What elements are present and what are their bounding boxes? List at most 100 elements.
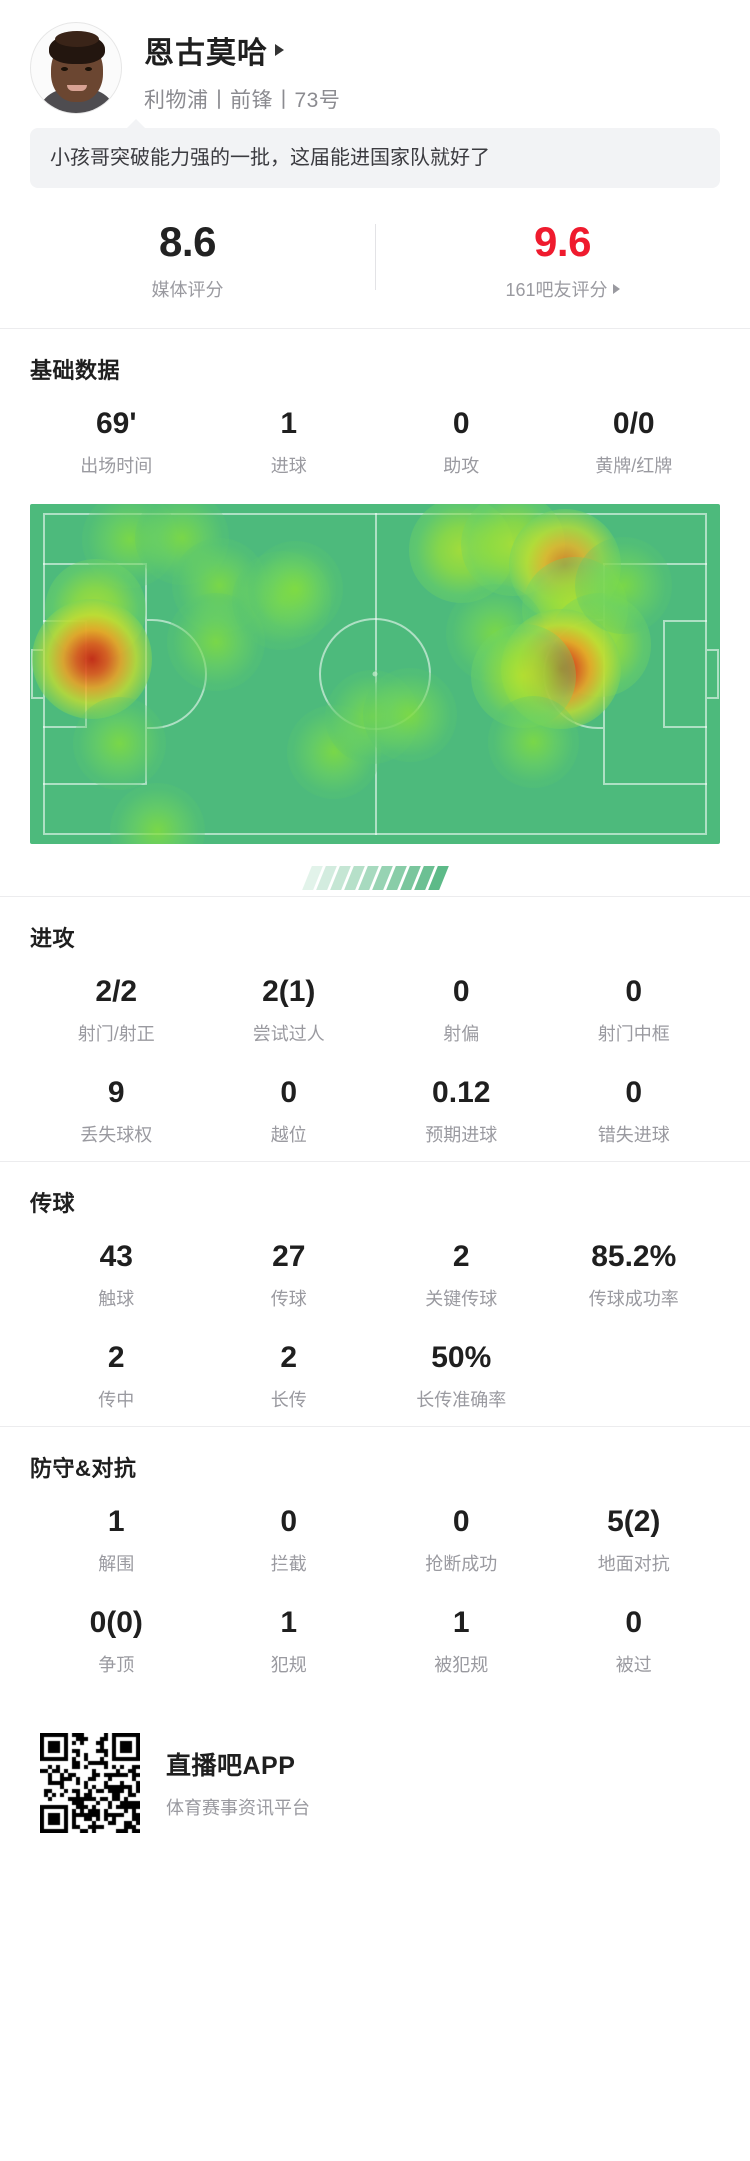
stat-label: 丢失球权 [80, 1125, 153, 1145]
stat-value: 1 [280, 1606, 298, 1639]
stat-value: 0 [280, 1505, 298, 1538]
stat-value: 2 [280, 1341, 298, 1374]
stat-label: 关键传球 [425, 1289, 498, 1309]
pitch-center-dot [372, 671, 378, 677]
stat-label: 预期进球 [425, 1125, 498, 1145]
stat-label: 被过 [615, 1655, 652, 1675]
heatmap-pitch[interactable] [30, 504, 720, 844]
stat-label: 争顶 [98, 1655, 135, 1675]
pitch-goal-box-right [663, 620, 707, 728]
stat-label: 抢断成功 [425, 1554, 498, 1574]
stat-value: 0 [625, 1076, 643, 1109]
stat-value: 85.2% [591, 1240, 677, 1273]
section-divider [0, 1161, 750, 1162]
stat-cell-empty [548, 1325, 721, 1426]
pitch-goal-box-left [43, 620, 87, 728]
pitch-goal-left [31, 649, 43, 699]
stat-value: 0 [452, 407, 470, 440]
player-identity: 恩古莫哈 利物浦丨前锋丨73号 [144, 22, 340, 114]
stat-row: 1 解围 0 拦截 0 抢断成功 5(2) 地面对抗 [30, 1489, 720, 1590]
ratings-divider [375, 224, 376, 290]
section-passing: 传球 43 触球 27 传球 2 关键传球 85.2% 传球成功率 2 传中 [0, 1162, 750, 1426]
stat-cell: 2(1) 尝试过人 [203, 959, 376, 1060]
stat-value: 69' [95, 407, 137, 440]
stat-value: 1 [107, 1505, 125, 1538]
app-footer: 直播吧APP 体育赛事资讯平台 [0, 1699, 750, 1833]
stat-label: 进球 [270, 456, 307, 476]
fans-rating-label[interactable]: 161吧友评分 [505, 276, 620, 302]
stat-value: 0 [625, 975, 643, 1008]
stat-label: 长传准确率 [416, 1390, 507, 1410]
caret-right-icon [612, 284, 620, 294]
player-name-row[interactable]: 恩古莫哈 [144, 28, 340, 72]
stat-value: 50% [431, 1341, 492, 1374]
stat-cell: 0 射门中框 [548, 959, 721, 1060]
player-meta: 利物浦丨前锋丨73号 [144, 89, 341, 112]
stat-value: 2/2 [95, 975, 138, 1008]
app-subtitle: 体育赛事资讯平台 [166, 1798, 310, 1818]
stat-cell: 2 传中 [30, 1325, 203, 1426]
section-title: 基础数据 [30, 358, 121, 383]
heatmap-wrap [0, 504, 750, 844]
avatar-photo [31, 23, 121, 113]
stat-value: 0.12 [432, 1076, 491, 1109]
page-title: 恩古莫哈 [144, 37, 268, 70]
stat-row: 69' 出场时间 1 进球 0 助攻 0/0 黄牌/红牌 [30, 391, 720, 492]
stat-label: 射偏 [443, 1024, 480, 1044]
section-basic: 基础数据 69' 出场时间 1 进球 0 助攻 0/0 黄牌/红牌 [0, 329, 750, 492]
stat-value: 1 [452, 1606, 470, 1639]
stat-label: 触球 [98, 1289, 135, 1309]
qr-code-icon[interactable] [40, 1733, 140, 1833]
stat-value: 5(2) [607, 1505, 661, 1538]
caret-right-icon [275, 44, 284, 56]
fans-rating[interactable]: 9.6 161吧友评分 [375, 218, 750, 302]
stat-value: 0 [452, 975, 470, 1008]
stat-value: 43 [99, 1240, 133, 1273]
stat-value: 0/0 [612, 407, 655, 440]
footer-text: 直播吧APP 体育赛事资讯平台 [166, 1746, 310, 1820]
stat-cell: 0 抢断成功 [375, 1489, 548, 1590]
stat-cell: 5(2) 地面对抗 [548, 1489, 721, 1590]
stat-label: 传中 [98, 1390, 135, 1410]
stat-value: 1 [280, 407, 298, 440]
stat-cell: 0 错失进球 [548, 1060, 721, 1161]
stat-label: 解围 [98, 1554, 135, 1574]
stat-value: 0 [280, 1076, 298, 1109]
stat-label: 射门中框 [597, 1024, 670, 1044]
stat-cell: 0/0 黄牌/红牌 [548, 391, 721, 492]
pitch-goal-right [707, 649, 719, 699]
stat-cell: 0.12 预期进球 [375, 1060, 548, 1161]
stat-cell: 2/2 射门/射正 [30, 959, 203, 1060]
stat-cell: 0 越位 [203, 1060, 376, 1161]
stat-value: 9 [107, 1076, 125, 1109]
stat-cell: 50% 长传准确率 [375, 1325, 548, 1426]
media-rating-value: 8.6 [159, 218, 216, 265]
comment-bubble-wrap: 小孩哥突破能力强的一批，这届能进国家队就好了 [0, 119, 750, 188]
media-rating-label-text: 媒体评分 [151, 280, 224, 300]
player-header: 恩古莫哈 利物浦丨前锋丨73号 [0, 0, 750, 114]
stat-cell: 0 被过 [548, 1590, 721, 1691]
comment-bubble[interactable]: 小孩哥突破能力强的一批，这届能进国家队就好了 [30, 119, 720, 188]
stat-cell: 69' 出场时间 [30, 391, 203, 492]
stat-label: 地面对抗 [597, 1554, 670, 1574]
bubble-tail-icon [126, 119, 146, 129]
stat-cell: 0 助攻 [375, 391, 548, 492]
fans-rating-label-text: 161吧友评分 [505, 280, 608, 300]
stat-cell: 85.2% 传球成功率 [548, 1224, 721, 1325]
avatar[interactable] [30, 22, 122, 114]
stat-row: 0(0) 争顶 1 犯规 1 被犯规 0 被过 [30, 1590, 720, 1691]
stat-row: 2/2 射门/射正 2(1) 尝试过人 0 射偏 0 射门中框 [30, 959, 720, 1060]
media-rating: 8.6 媒体评分 [0, 218, 375, 302]
section-title: 防守&对抗 [30, 1456, 137, 1481]
stat-row: 9 丢失球权 0 越位 0.12 预期进球 0 错失进球 [30, 1060, 720, 1161]
stat-label: 出场时间 [80, 456, 153, 476]
stat-cell: 43 触球 [30, 1224, 203, 1325]
stat-value: 0 [625, 1606, 643, 1639]
stat-cell: 1 被犯规 [375, 1590, 548, 1691]
section-divider [0, 328, 750, 329]
stat-value: 2 [452, 1240, 470, 1273]
stat-label: 被犯规 [434, 1655, 489, 1675]
stat-value: 2(1) [262, 975, 316, 1008]
stat-label: 错失进球 [597, 1125, 670, 1145]
stat-value: 2 [107, 1341, 125, 1374]
